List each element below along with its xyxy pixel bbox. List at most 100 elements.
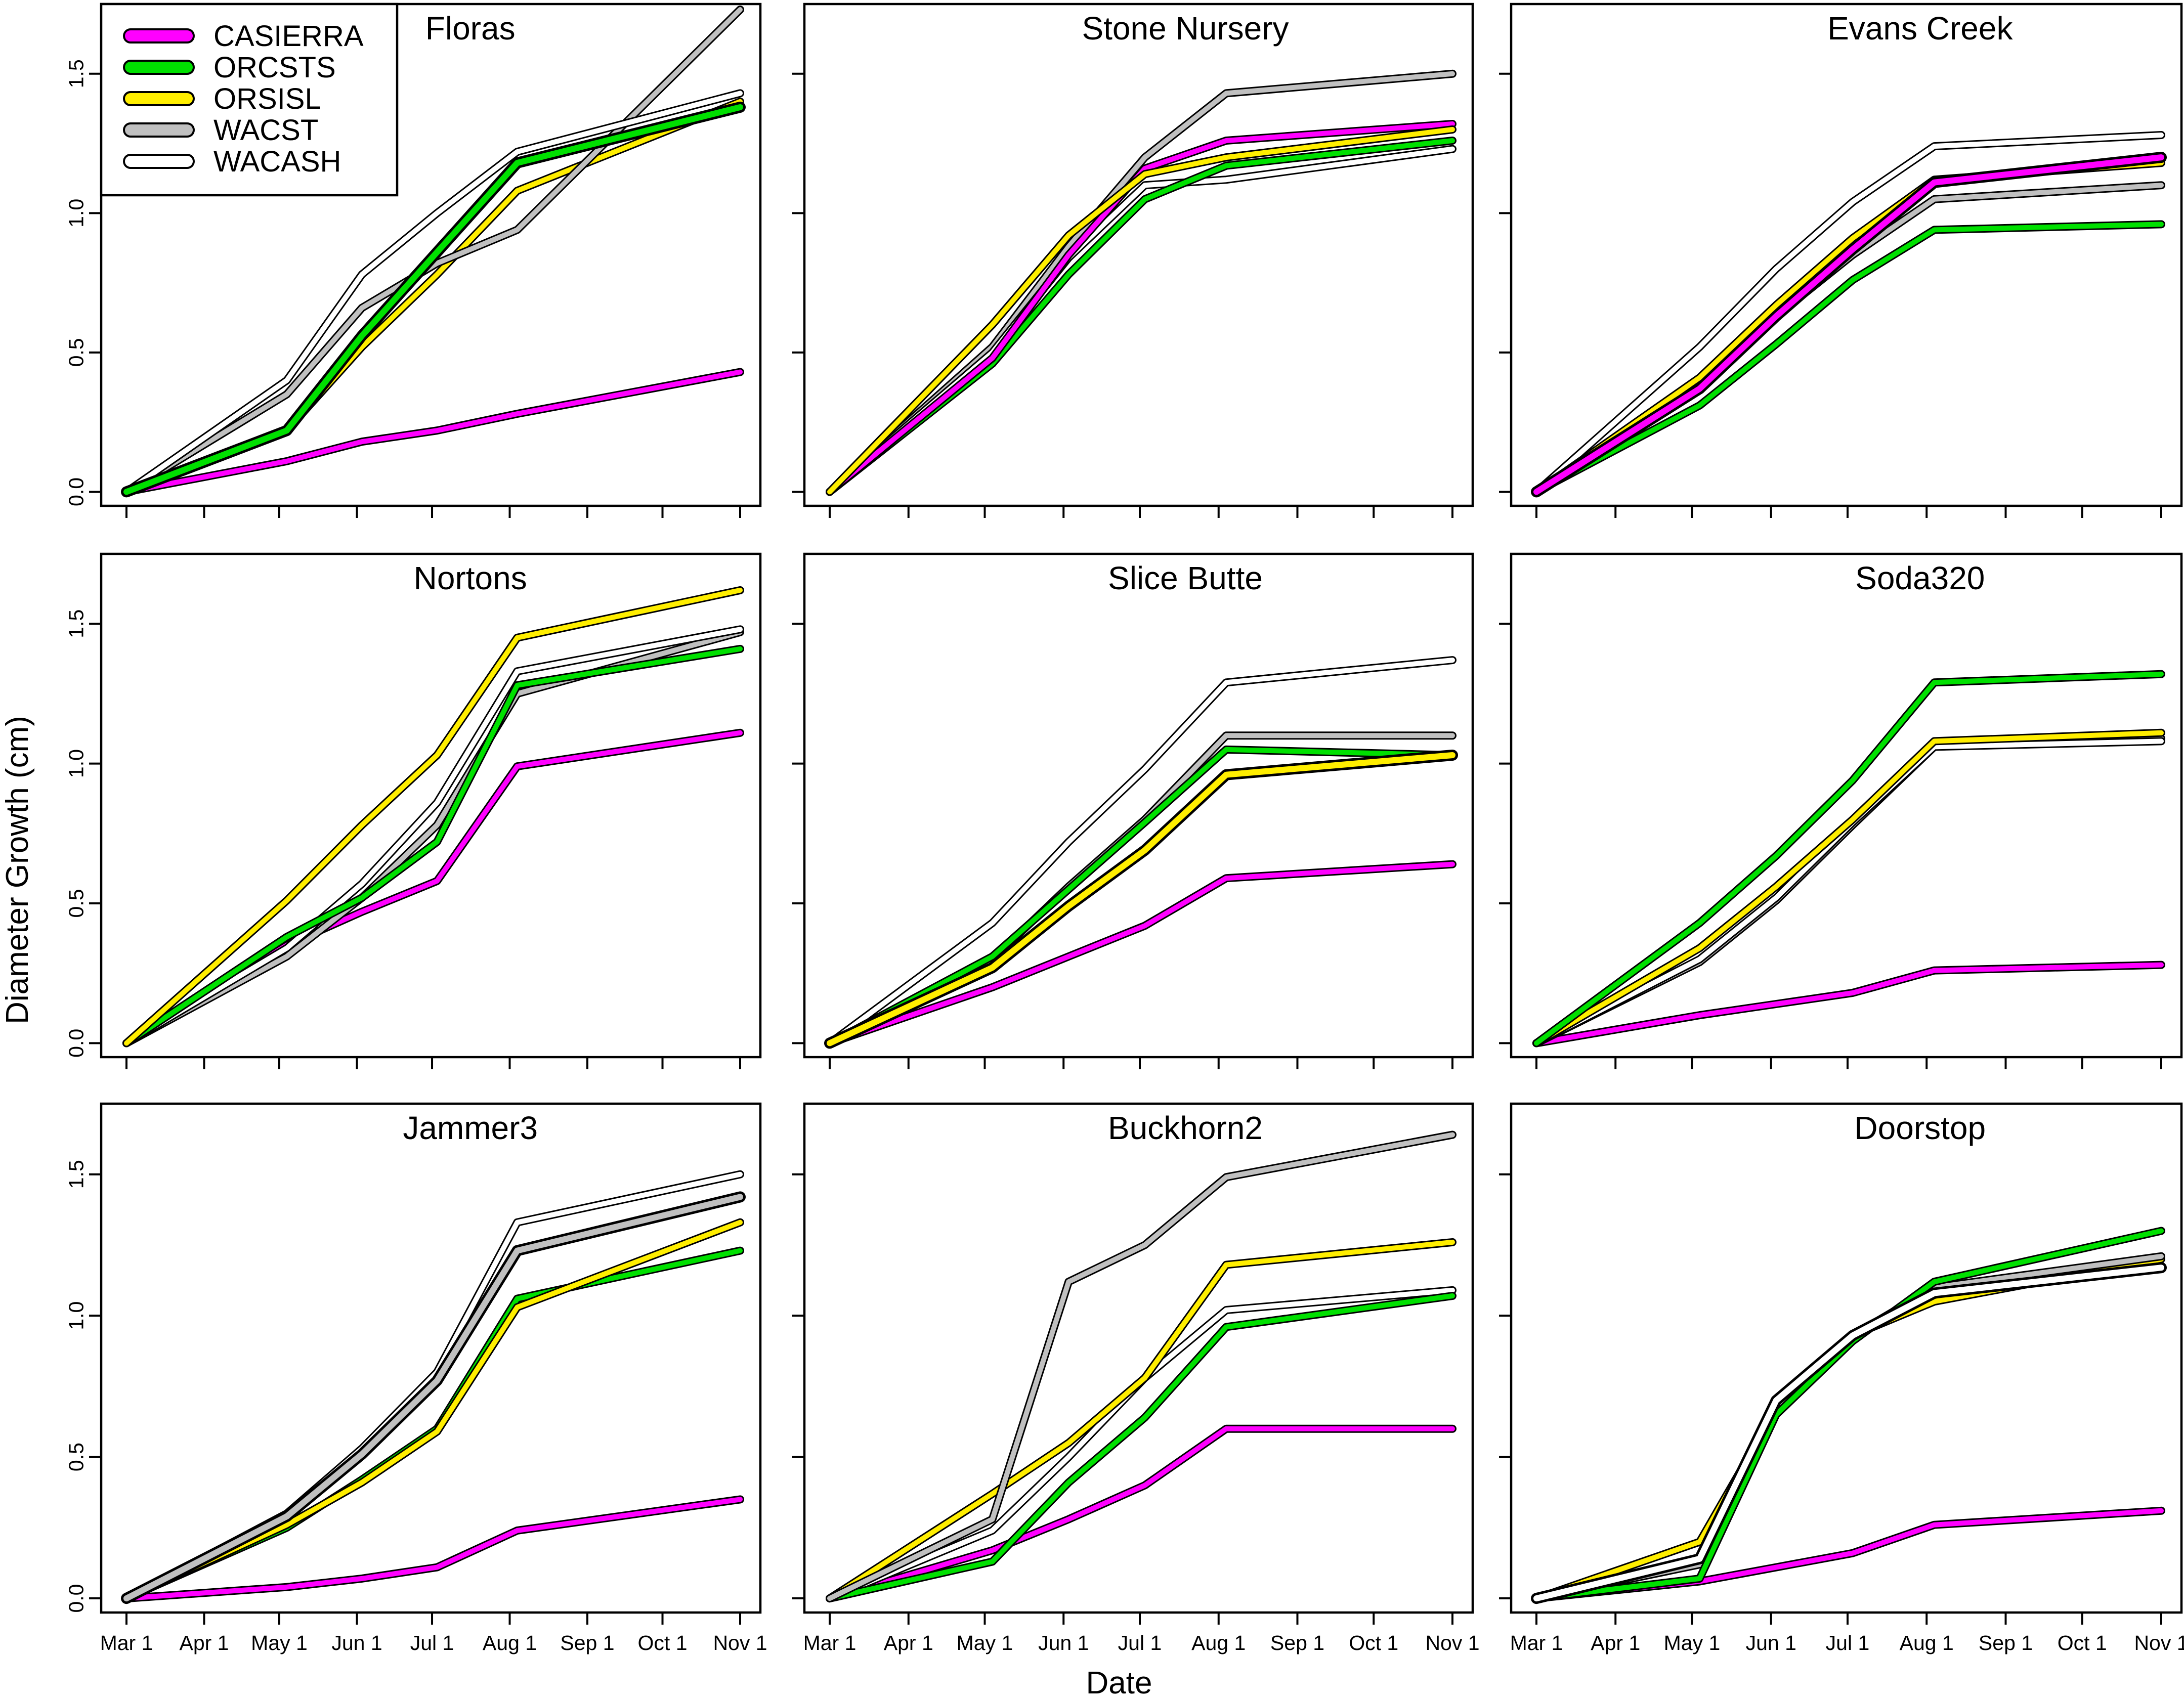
panel-0: 0.0 0.5 1.0 1.5 Floras — [64, 3, 762, 518]
series-wacst — [122, 628, 744, 1048]
series-orsisl — [122, 1218, 744, 1603]
series-line — [123, 104, 743, 495]
legend-item: CASIERRA — [123, 20, 364, 53]
x-tick-label: May 1 — [1664, 1631, 1721, 1654]
series-line — [1534, 671, 2164, 1046]
series-line — [124, 7, 743, 495]
panel-4: Slice Butte — [792, 552, 1474, 1069]
series-casierra — [826, 1424, 1457, 1603]
series-line — [124, 629, 743, 1046]
panel-title: Nortons — [414, 560, 527, 596]
series-orsisl — [1532, 1255, 2165, 1603]
y-tick-label: 0.0 — [64, 477, 88, 506]
x-tick-label: Jul 1 — [1118, 1631, 1162, 1654]
y-tick-label: 1.5 — [64, 609, 88, 638]
x-tick-label: Apr 1 — [1591, 1631, 1640, 1654]
legend-label: WACST — [213, 114, 318, 147]
panel-1: Stone Nursery — [792, 3, 1474, 518]
panel-title: Doorstop — [1854, 1110, 1986, 1146]
x-tick-label: Apr 1 — [884, 1631, 933, 1654]
series-outline — [826, 69, 1457, 496]
series-line — [827, 1293, 1455, 1601]
series-orcsts — [1532, 670, 2165, 1048]
series-line — [1534, 730, 2164, 1046]
series-outline — [826, 1130, 1457, 1603]
x-tick-label: Oct 1 — [2058, 1631, 2107, 1654]
x-tick-label: Jul 1 — [1826, 1631, 1870, 1654]
series-line — [827, 121, 1455, 495]
panel-frame — [803, 3, 1474, 507]
x-tick-label: May 1 — [251, 1631, 308, 1654]
x-tick-label: Jul 1 — [410, 1631, 454, 1654]
panel-8: Mar 1 Apr 1 May 1 Jun 1 Jul 1 Aug 1 Sep 1 Oct 1… — [1499, 1102, 2184, 1654]
series-line — [1534, 1256, 2164, 1601]
y-tick-label: 1.5 — [64, 59, 88, 88]
panel-6: 0.0 0.5 1.0 1.5 Mar 1 Apr 1 May 1 Jun 1 Jul 1 Aug… — [64, 1102, 767, 1654]
legend-label: CASIERRA — [213, 20, 364, 53]
series-wacst — [121, 1191, 746, 1604]
x-tick-label: Nov 1 — [713, 1631, 767, 1654]
y-tick-label: 0.0 — [64, 1584, 88, 1613]
series-orsisl — [1532, 728, 2165, 1048]
series-line — [827, 1132, 1455, 1601]
panel-5: Soda320 — [1499, 552, 2183, 1069]
series-casierra — [122, 368, 744, 496]
series-orcsts — [121, 101, 746, 498]
series-casierra — [122, 1495, 744, 1603]
y-tick-label: 0.0 — [64, 1029, 88, 1058]
series-line — [124, 1497, 743, 1601]
series-line — [124, 369, 743, 495]
panel-frame — [1510, 3, 2183, 507]
series-wacash — [826, 1286, 1457, 1603]
panel-2: Evans Creek — [1499, 3, 2183, 518]
series-line — [827, 658, 1455, 1046]
legend-label: WACASH — [213, 145, 341, 178]
series-orcsts — [1532, 1227, 2165, 1603]
x-tick-label: Jun 1 — [1746, 1631, 1796, 1654]
panel-3: 0.0 0.5 1.0 1.5 Nortons — [64, 552, 762, 1069]
series-line — [1533, 1265, 2164, 1602]
series-orsisl — [826, 125, 1457, 496]
panel-7: Mar 1 Apr 1 May 1 Jun 1 Jul 1 Aug 1 Sep 1 Oct 1… — [792, 1102, 1480, 1654]
y-axis-title: Diameter Growth (cm) — [0, 716, 35, 1024]
series-casierra — [826, 120, 1457, 496]
legend-item: WACST — [123, 114, 318, 147]
x-tick-label: Sep 1 — [1979, 1631, 2033, 1654]
series-outline — [1532, 1255, 2165, 1603]
series-line — [827, 1426, 1455, 1601]
x-axis-title: Date — [1086, 1666, 1152, 1699]
series-casierra — [1532, 961, 2165, 1048]
series-outline — [1531, 1262, 2167, 1604]
panel-title: Soda320 — [1855, 560, 1985, 596]
panel-title: Jammer3 — [403, 1110, 538, 1146]
panel-frame — [1510, 1102, 2183, 1614]
series-line — [1534, 738, 2164, 1046]
x-tick-label: May 1 — [957, 1631, 1013, 1654]
series-line — [1534, 1228, 2164, 1601]
x-tick-label: Jun 1 — [331, 1631, 382, 1654]
y-tick-label: 1.0 — [64, 1301, 88, 1330]
x-tick-label: Aug 1 — [483, 1631, 537, 1654]
series-orsisl — [122, 586, 744, 1048]
series-line — [827, 1239, 1455, 1601]
x-tick-label: Sep 1 — [1270, 1631, 1324, 1654]
x-tick-label: Nov 1 — [2134, 1631, 2184, 1654]
series-line — [124, 627, 743, 1046]
series-wacash — [1532, 131, 2165, 496]
series-orcsts — [826, 1292, 1457, 1603]
series-wacst — [826, 1130, 1457, 1603]
series-line — [1534, 222, 2164, 495]
series-outline — [122, 1218, 744, 1603]
series-outline — [826, 860, 1457, 1048]
legend-item: ORCSTS — [123, 51, 336, 84]
series-outline — [1532, 220, 2165, 496]
panel-frame — [803, 552, 1474, 1059]
x-tick-label: Apr 1 — [179, 1631, 229, 1654]
x-tick-label: Mar 1 — [1510, 1631, 1563, 1654]
x-tick-label: Oct 1 — [638, 1631, 688, 1654]
legend-label: ORCSTS — [213, 51, 336, 84]
x-tick-label: Jun 1 — [1038, 1631, 1089, 1654]
series-outline — [1532, 1252, 2165, 1603]
series-line — [123, 1194, 743, 1602]
